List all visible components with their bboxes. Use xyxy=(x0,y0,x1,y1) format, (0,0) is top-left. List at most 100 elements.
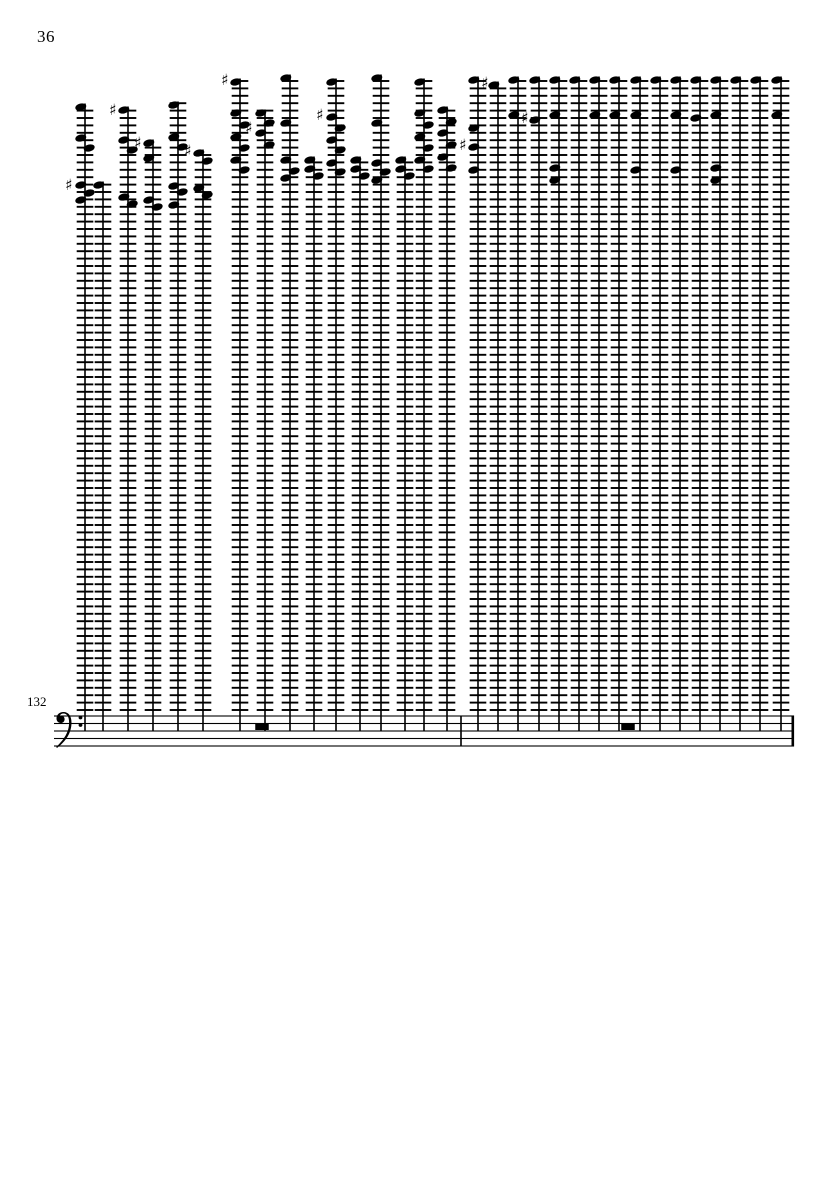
ledger-line xyxy=(509,516,527,519)
ledger-line xyxy=(119,531,137,534)
ledger-line xyxy=(144,346,162,349)
ledger-line xyxy=(671,361,689,364)
ledger-line xyxy=(691,442,709,445)
ledger-line xyxy=(509,331,527,334)
ledger-line xyxy=(305,627,323,630)
ledger-line xyxy=(691,124,709,127)
ledger-line xyxy=(94,294,112,297)
ledger-line xyxy=(327,183,345,186)
ledger-line xyxy=(530,183,548,186)
ledger-line xyxy=(415,598,433,600)
ledger-line xyxy=(751,109,769,112)
ledger-line xyxy=(731,494,749,497)
ledger-line xyxy=(372,642,390,645)
ledger-line xyxy=(751,265,769,267)
ledger-line xyxy=(281,620,299,623)
ledger-line xyxy=(281,709,299,711)
ledger-line xyxy=(76,368,94,371)
ledger-line xyxy=(372,154,390,156)
ledger-line xyxy=(631,568,649,571)
ledger-line xyxy=(530,213,548,216)
ledger-line xyxy=(509,479,527,482)
sharp-accidental-icon: ♯ xyxy=(316,106,324,124)
ledger-line xyxy=(144,168,162,171)
ledger-line xyxy=(438,457,456,460)
ledger-line xyxy=(169,664,187,667)
ledger-line xyxy=(372,583,390,586)
ledger-line xyxy=(489,642,507,645)
ledger-line xyxy=(372,620,390,623)
ledger-line xyxy=(610,146,628,149)
ledger-line xyxy=(570,664,588,667)
ledger-line xyxy=(772,464,790,467)
ledger-line xyxy=(711,235,729,238)
ledger-line xyxy=(590,339,608,341)
ledger-line xyxy=(415,531,433,534)
notehead xyxy=(437,106,449,114)
ledger-line xyxy=(570,294,588,297)
ledger-line xyxy=(119,427,137,430)
ledger-line xyxy=(372,346,390,349)
ledger-line xyxy=(144,516,162,519)
ledger-line xyxy=(610,649,628,652)
ledger-line xyxy=(570,516,588,519)
ledger-line xyxy=(351,346,369,349)
ledger-line xyxy=(415,435,433,438)
ledger-line xyxy=(194,191,212,193)
ledger-line xyxy=(231,420,249,423)
ledger-line xyxy=(469,265,487,267)
ledger-line xyxy=(772,109,790,112)
ledger-line xyxy=(530,102,548,105)
ledger-line xyxy=(610,516,628,519)
notehead xyxy=(238,121,250,129)
ledger-line xyxy=(351,316,369,319)
ledger-line xyxy=(590,679,608,682)
ledger-line xyxy=(651,302,669,304)
ledger-line xyxy=(711,605,729,608)
ledger-line xyxy=(772,620,790,623)
ledger-line xyxy=(530,553,548,556)
ledger-line xyxy=(469,413,487,415)
ledger-line xyxy=(231,413,249,415)
ledger-line xyxy=(731,472,749,475)
ledger-line xyxy=(610,250,628,253)
ledger-line xyxy=(711,331,729,334)
ledger-line xyxy=(691,620,709,623)
ledger-line xyxy=(415,353,433,356)
ledger-line xyxy=(711,376,729,378)
ledger-line xyxy=(194,442,212,445)
ledger-line xyxy=(651,524,669,526)
ledger-line xyxy=(651,339,669,341)
ledger-line xyxy=(415,694,433,697)
ledger-line xyxy=(631,131,649,134)
ledger-line xyxy=(469,583,487,586)
ledger-line xyxy=(671,531,689,534)
ledger-line xyxy=(469,568,487,571)
ledger-line xyxy=(550,672,568,674)
ledger-line xyxy=(671,353,689,356)
ledger-line xyxy=(631,257,649,260)
ledger-line xyxy=(169,287,187,290)
ledger-line xyxy=(194,154,212,156)
ledger-line xyxy=(590,435,608,438)
ledger-line xyxy=(651,242,669,245)
ledger-line xyxy=(691,464,709,467)
ledger-line xyxy=(169,383,187,386)
ledger-line xyxy=(651,383,669,386)
ledger-line xyxy=(305,346,323,349)
ledger-line xyxy=(570,649,588,652)
ledger-line xyxy=(169,509,187,512)
ledger-line xyxy=(671,420,689,423)
ledger-line xyxy=(570,435,588,438)
ledger-line xyxy=(751,213,769,216)
ledger-line xyxy=(438,686,456,689)
ledger-line xyxy=(76,405,94,408)
ledger-line xyxy=(438,694,456,697)
ledger-line xyxy=(489,316,507,319)
ledger-line xyxy=(169,176,187,179)
ledger-line xyxy=(731,664,749,667)
ledger-line xyxy=(772,361,790,364)
ledger-line xyxy=(651,131,669,134)
ledger-line xyxy=(610,612,628,615)
ledger-line xyxy=(570,235,588,238)
